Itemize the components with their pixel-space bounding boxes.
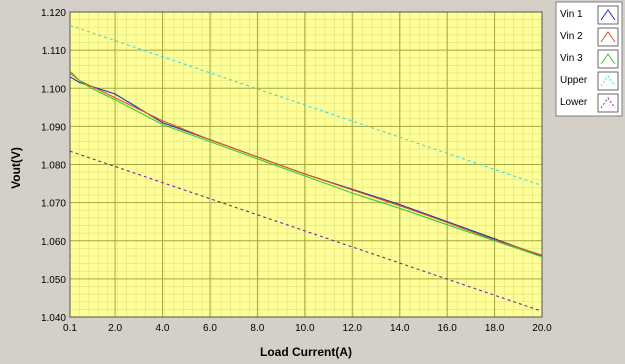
x-tick-label: 10.0 xyxy=(295,323,315,334)
series-line-vin-3 xyxy=(69,70,543,258)
series-layer xyxy=(69,24,543,312)
legend-swatch-glyph xyxy=(600,9,616,21)
axis-layer: Load Current(A) Vout(V) 0.1 2.0 4.0 6.0 8.0 1… xyxy=(9,8,552,359)
x-axis-title: Load Current(A) xyxy=(260,345,352,359)
legend-swatch-glyph xyxy=(600,53,616,65)
x-tick-label: 6.0 xyxy=(203,323,217,334)
y-tick-label: 1.110 xyxy=(42,46,67,57)
y-tick-label: 1.070 xyxy=(41,199,66,210)
legend: Vin 1 Vin 2 Vin 3 Upper Lower xyxy=(555,1,623,117)
x-tick-label: 14.0 xyxy=(390,323,410,334)
legend-swatch[interactable] xyxy=(597,27,619,47)
y-tick-label: 1.050 xyxy=(41,275,66,286)
y-tick-label: 1.090 xyxy=(41,122,66,133)
legend-swatch-glyph xyxy=(600,75,616,87)
x-tick-label: 2.0 xyxy=(108,323,122,334)
legend-label: Lower xyxy=(560,97,588,108)
x-tick-label: 18.0 xyxy=(485,323,505,334)
x-tick-label: 4.0 xyxy=(156,323,170,334)
x-tick-label: 8.0 xyxy=(250,323,264,334)
y-tick-label: 1.120 xyxy=(41,8,66,19)
legend-swatch[interactable] xyxy=(597,93,619,113)
legend-swatch[interactable] xyxy=(597,5,619,25)
y-tick-label: 1.080 xyxy=(41,161,66,172)
legend-label: Vin 2 xyxy=(560,31,583,42)
y-tick-label: 1.100 xyxy=(41,84,66,95)
legend-label: Upper xyxy=(560,75,588,86)
plot-area xyxy=(69,11,543,318)
legend-swatch[interactable] xyxy=(597,49,619,69)
series-line-upper xyxy=(69,24,543,187)
legend-label: Vin 3 xyxy=(560,53,583,64)
x-tick-label: 0.1 xyxy=(63,323,77,334)
y-tick-label: 1.060 xyxy=(41,237,66,248)
series-line-lower xyxy=(69,150,543,312)
x-tick-label: 20.0 xyxy=(532,323,552,334)
x-tick-label: 16.0 xyxy=(437,323,457,334)
y-tick-label: 1.040 xyxy=(41,313,66,324)
legend-swatch-glyph xyxy=(600,31,616,43)
legend-swatch[interactable] xyxy=(597,71,619,91)
x-tick-label: 12.0 xyxy=(343,323,363,334)
legend-label: Vin 1 xyxy=(560,9,583,20)
legend-swatch-glyph xyxy=(600,97,616,109)
plot-frame xyxy=(69,11,543,318)
series-line-vin-2 xyxy=(69,72,543,256)
y-axis-title: Vout(V) xyxy=(9,147,23,189)
